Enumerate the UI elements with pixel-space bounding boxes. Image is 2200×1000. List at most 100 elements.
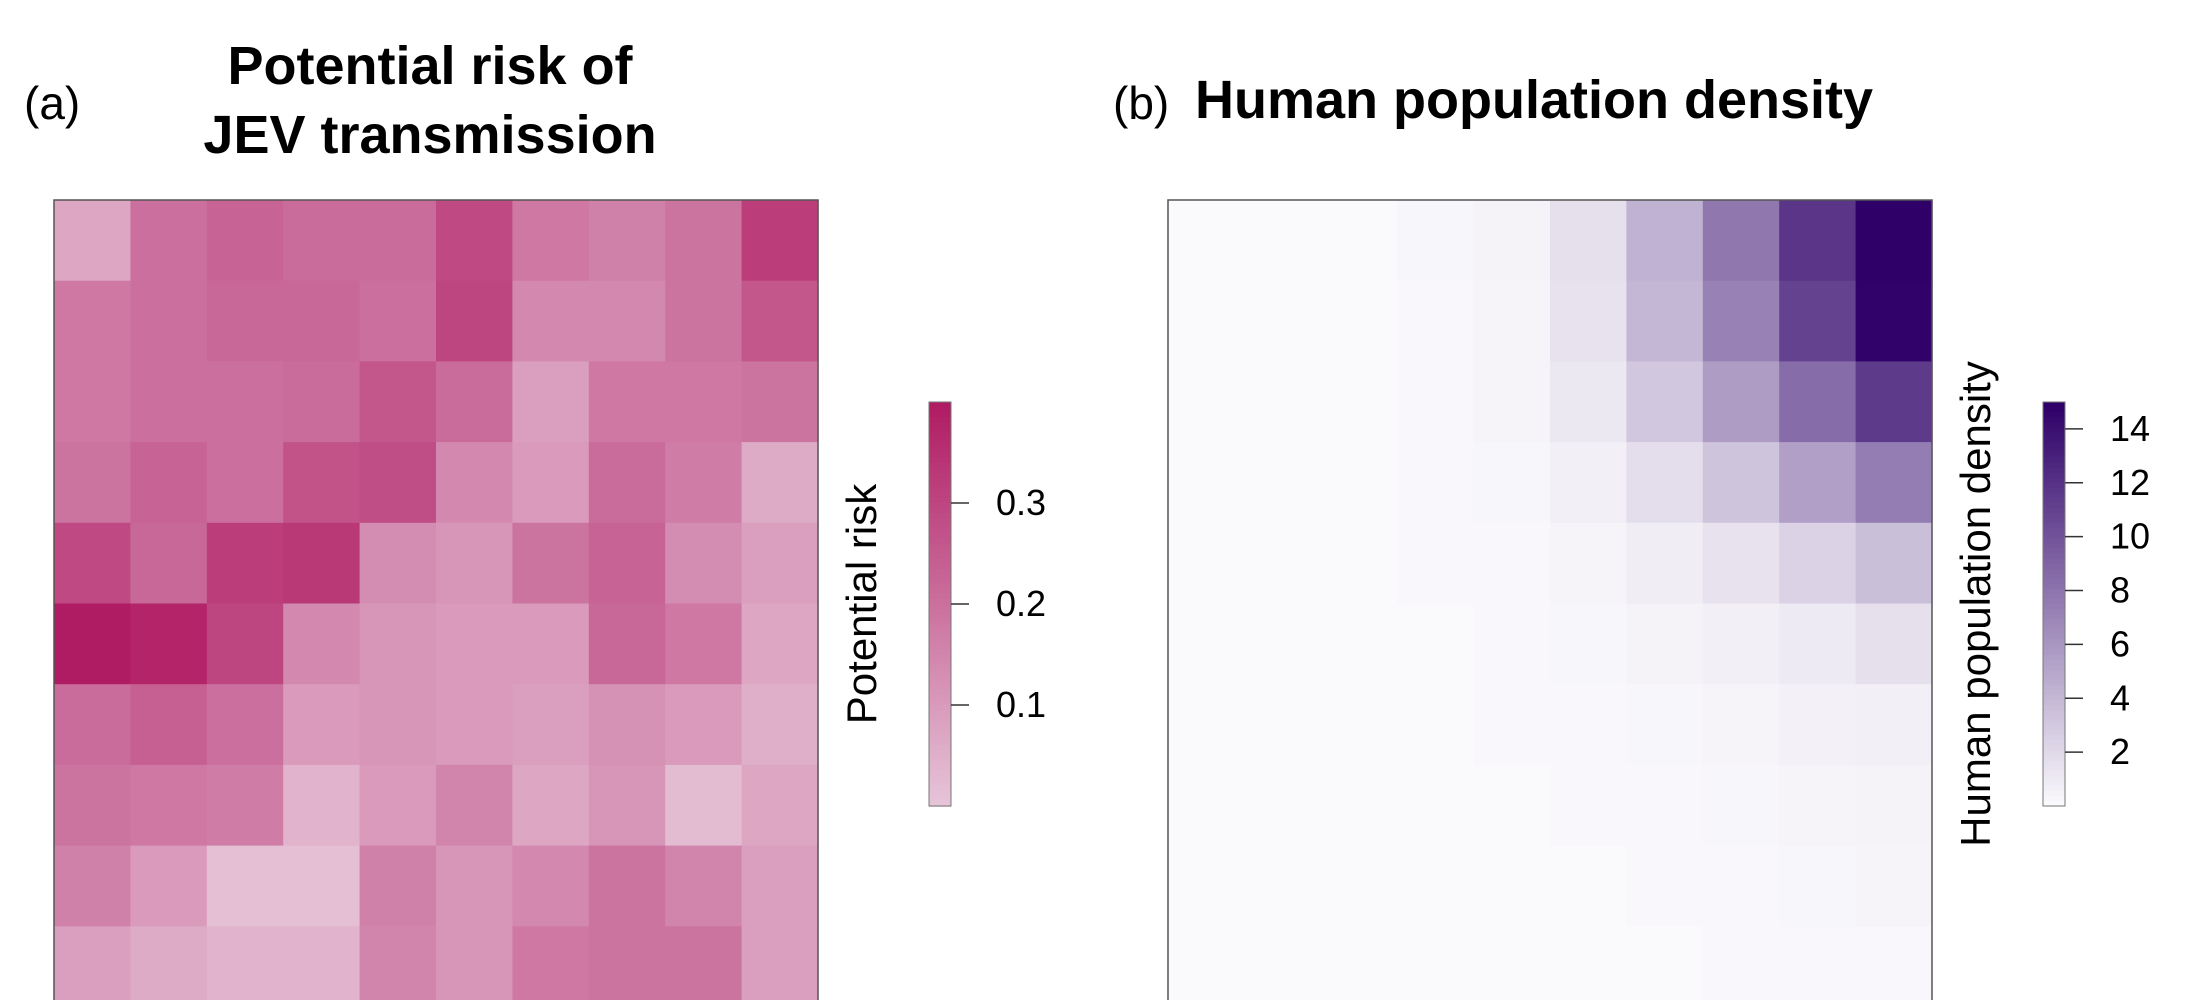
heatmap-cell (130, 603, 208, 685)
heatmap-cell (54, 280, 131, 362)
heatmap-a (53, 199, 819, 1000)
legend-color-slice (929, 508, 951, 514)
heatmap-cell (1702, 764, 1780, 847)
legend-color-slice (2043, 705, 2065, 711)
legend-color-slice (2043, 462, 2065, 469)
legend-color-slice (929, 412, 951, 418)
legend-color-slice (929, 578, 951, 585)
legend-color-slice (929, 654, 951, 661)
heatmap-cell (1702, 280, 1780, 362)
legend-color-slice (929, 427, 951, 434)
legend-color-slice (929, 639, 951, 646)
heatmap-cell (1168, 764, 1245, 847)
heatmap-cell (359, 764, 437, 847)
heatmap-cell (1168, 603, 1245, 685)
legend-color-slice (929, 568, 951, 575)
heatmap-cell (1855, 200, 1933, 282)
heatmap-cell (1168, 684, 1245, 766)
panel-a-label: (a) (24, 77, 81, 129)
legend-color-slice (929, 482, 951, 489)
legend-color-slice (2043, 472, 2065, 479)
legend-color-slice (2043, 649, 2065, 656)
heatmap-cell (741, 603, 819, 685)
heatmap-cell (1168, 845, 1245, 927)
legend-color-slice (929, 457, 951, 464)
heatmap-cell (1244, 280, 1322, 362)
legend-color-slice (2043, 477, 2065, 484)
legend-color-slice (2043, 528, 2065, 535)
legend-color-slice (2043, 563, 2065, 570)
legend-color-slice (2043, 654, 2065, 661)
legend-color-slice (2043, 422, 2065, 429)
heatmap-cell (1779, 200, 1857, 282)
heatmap-cell (436, 845, 513, 927)
legend-color-slice (2043, 720, 2065, 726)
heatmap-cell (512, 361, 590, 443)
heatmap-cell (359, 603, 437, 685)
legend-color-slice (2043, 725, 2065, 732)
heatmap-cell (1397, 926, 1475, 1000)
heatmap-cell (283, 522, 361, 605)
heatmap-cell (1473, 926, 1551, 1000)
legend-color-slice (929, 679, 951, 686)
heatmap-cell (206, 684, 284, 766)
heatmap-b (1167, 199, 1933, 1000)
heatmap-cell (665, 522, 743, 605)
legend-color-slice (2043, 679, 2065, 686)
heatmap-cell (1473, 200, 1551, 282)
heatmap-cell (359, 684, 437, 766)
heatmap-cell (1244, 926, 1322, 1000)
heatmap-cell (1702, 522, 1780, 605)
heatmap-cell (1244, 522, 1322, 605)
heatmap-cell (436, 764, 513, 847)
legend-color-slice (2043, 765, 2065, 772)
legend-color-slice (929, 629, 951, 636)
legend-color-slice (2043, 432, 2065, 439)
heatmap-cell (741, 442, 819, 524)
legend-color-slice (2043, 619, 2065, 625)
legend-color-slice (2043, 755, 2065, 762)
heatmap-cell (1320, 361, 1398, 443)
heatmap-cell (54, 603, 131, 685)
legend-tick-label: 8 (2110, 570, 2130, 611)
heatmap-cell (588, 845, 666, 927)
heatmap-cell (1244, 442, 1322, 524)
legend-tick-label: 10 (2110, 516, 2150, 557)
legend-color-slice (929, 503, 951, 509)
legend-color-slice (929, 432, 951, 439)
heatmap-cell (1397, 684, 1475, 766)
legend-color-slice (929, 598, 951, 605)
heatmap-cell (436, 361, 513, 443)
heatmap-cell (1855, 684, 1933, 766)
heatmap-cell (436, 522, 513, 605)
heatmap-cell (512, 764, 590, 847)
legend-color-slice (2043, 497, 2065, 504)
legend-color-slice (929, 447, 951, 454)
legend-color-slice (2043, 669, 2065, 676)
panel-a-title-line1: Potential risk of (227, 36, 633, 96)
legend-tick-label: 4 (2110, 677, 2130, 718)
legend-color-slice (2043, 548, 2065, 555)
legend-color-slice (929, 558, 951, 565)
legend-color-slice (929, 735, 951, 742)
legend-color-slice (2043, 482, 2065, 489)
heatmap-cell (130, 764, 208, 847)
heatmap-cell (1550, 684, 1627, 766)
heatmap-cell (1626, 845, 1704, 927)
heatmap-cell (1244, 361, 1322, 443)
heatmap-cell (54, 442, 131, 524)
legend-color-slice (2043, 730, 2065, 737)
legend-color-slice (2043, 760, 2065, 767)
heatmap-cell (1397, 764, 1475, 847)
heatmap-cell (1168, 200, 1245, 282)
heatmap-cell (1397, 361, 1475, 443)
heatmap-cell (1550, 926, 1627, 1000)
heatmap-cell (206, 280, 284, 362)
legend-color-slice (2043, 639, 2065, 646)
heatmap-cell (588, 522, 666, 605)
legend-color-slice (929, 573, 951, 580)
heatmap-cell (206, 361, 284, 443)
heatmap-cell (1626, 603, 1704, 685)
legend-color-slice (929, 730, 951, 737)
